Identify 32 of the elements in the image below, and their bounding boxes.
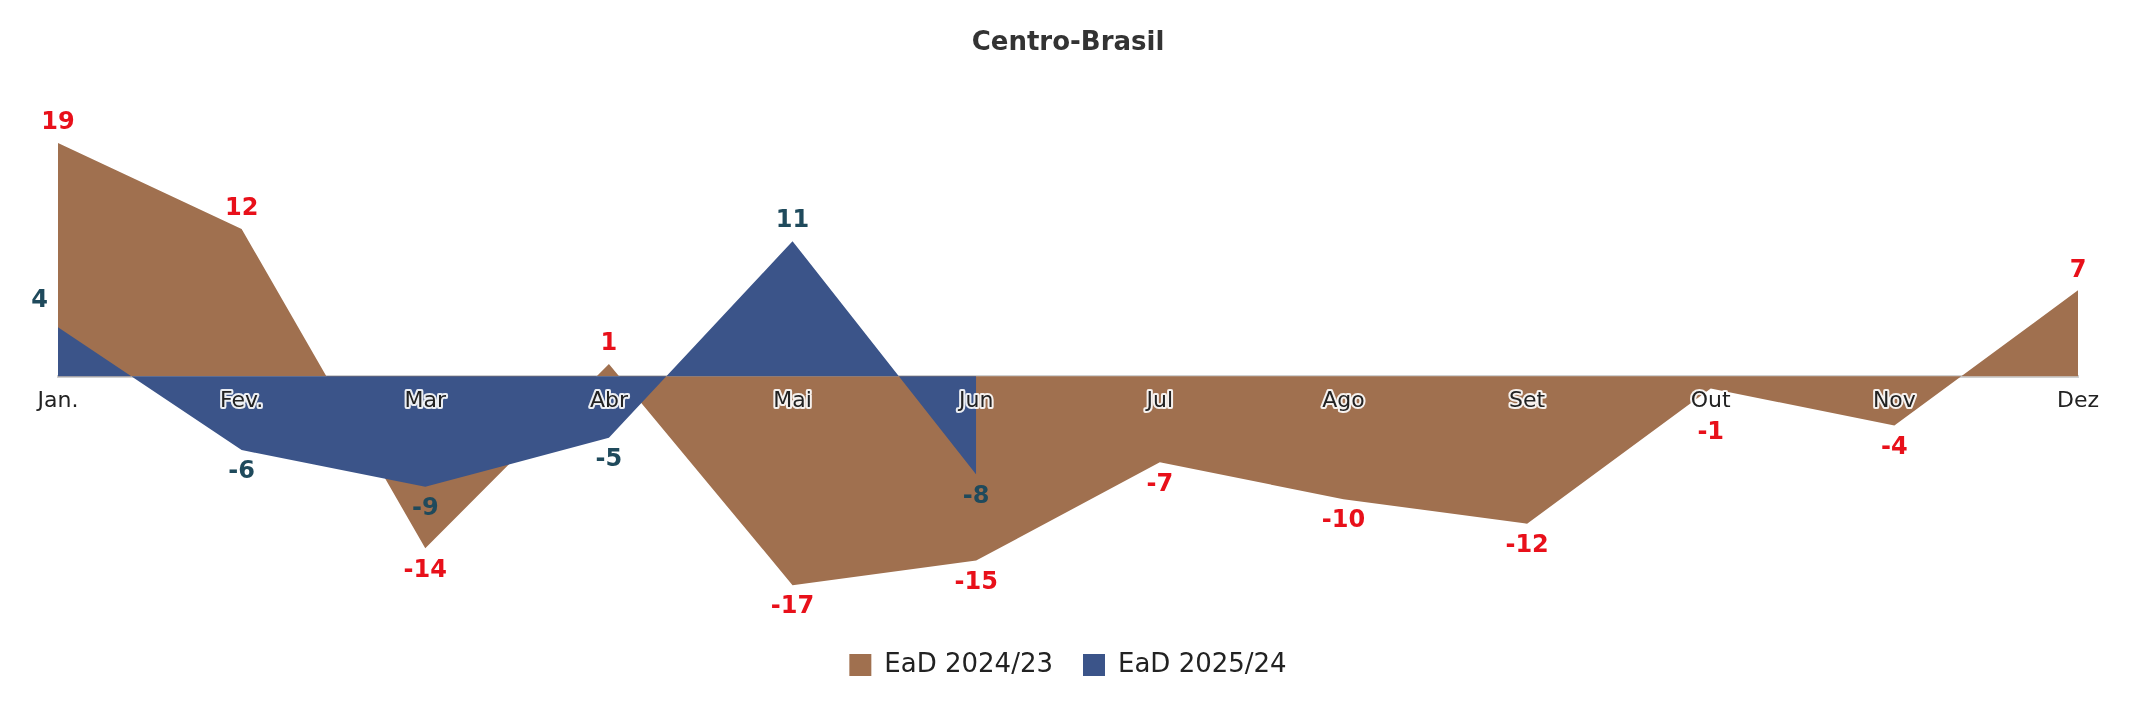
x-tick-label: Jan. xyxy=(35,387,79,413)
data-label: -12 xyxy=(1505,529,1549,558)
data-label: -8 xyxy=(962,480,990,509)
data-label: -9 xyxy=(411,493,439,522)
data-label: -4 xyxy=(1881,431,1908,460)
x-tick-label: Ago xyxy=(1322,387,1365,413)
x-tick-label: Nov xyxy=(1872,387,1916,413)
legend-label: EaD 2025/24 xyxy=(1118,647,1287,678)
x-tick-label: Dez xyxy=(2056,387,2100,413)
legend-label: EaD 2024/23 xyxy=(884,647,1054,678)
data-label: -1 xyxy=(1697,416,1725,445)
x-tick-label: Mar xyxy=(404,387,447,413)
x-tick-label: Set xyxy=(1509,387,1546,413)
data-label: 12 xyxy=(224,193,259,222)
data-label: 7 xyxy=(2069,254,2087,283)
x-tick-label: Abr xyxy=(589,387,629,413)
x-tick-label: Mai xyxy=(773,387,812,413)
x-tick-label: Jul xyxy=(1144,387,1174,413)
data-label: -17 xyxy=(770,591,815,620)
data-label: -6 xyxy=(228,456,255,485)
data-label: -15 xyxy=(954,566,998,595)
data-label: -5 xyxy=(595,443,623,472)
data-label: -10 xyxy=(1321,505,1366,534)
chart-title: Centro-Brasil xyxy=(971,26,1165,57)
x-tick-label: Fev. xyxy=(219,387,264,413)
x-tick-label: Out xyxy=(1690,387,1732,413)
data-label: 4 xyxy=(31,285,48,314)
data-label: 1 xyxy=(600,328,618,357)
data-label: 11 xyxy=(775,205,810,234)
data-label: -7 xyxy=(1146,468,1174,497)
data-label: 19 xyxy=(41,107,75,136)
data-label: -14 xyxy=(403,554,447,583)
